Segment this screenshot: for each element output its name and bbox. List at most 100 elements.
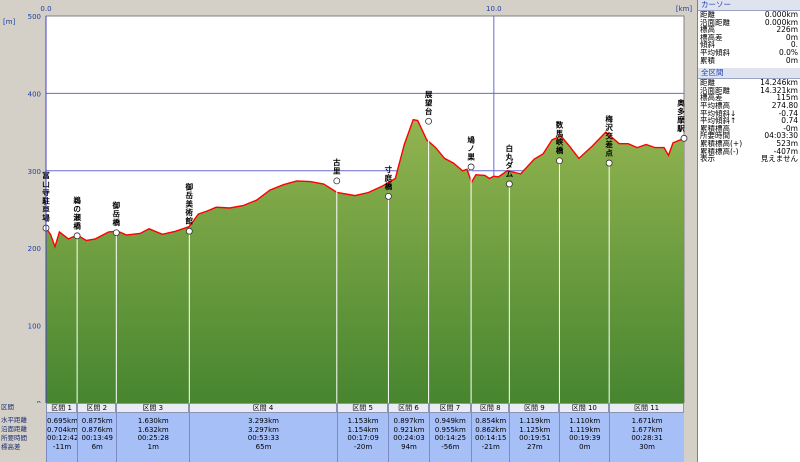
segment-header[interactable]: 区間 7 bbox=[428, 403, 472, 413]
waypoint-label-char: 橋 bbox=[73, 220, 81, 230]
segment-time: 00:14:25 bbox=[434, 434, 467, 443]
segment-time: 00:13:49 bbox=[81, 434, 113, 443]
total-info-value: 523m bbox=[776, 138, 798, 148]
segment-diff: 1m bbox=[147, 442, 159, 451]
segment-stats: 0.875km 0.876km 00:13:49 6m bbox=[77, 413, 117, 462]
segment-diff: -21m bbox=[481, 442, 500, 451]
cursor-info-value: 0. bbox=[790, 40, 798, 50]
waypoint-marker[interactable]: 寸庭橋 bbox=[385, 164, 393, 200]
row-label-horizontal-distance: 水平距離 bbox=[1, 416, 27, 424]
total-info-value: 14.321km bbox=[760, 85, 798, 95]
waypoint-marker[interactable]: 鳩ノ巣 bbox=[466, 134, 475, 171]
segment-surface: 0.955km bbox=[434, 425, 466, 434]
x-unit-label: [km] bbox=[676, 5, 693, 13]
segment-header[interactable]: 区間 6 bbox=[388, 403, 429, 413]
segment-header[interactable]: 区間 4 bbox=[189, 403, 337, 413]
segment-header[interactable]: 区間 10 bbox=[559, 403, 610, 413]
segment-header[interactable]: 区間 1 bbox=[46, 403, 78, 413]
total-info-value: 14.246km bbox=[760, 78, 798, 88]
waypoint-label-char: 鳩 bbox=[467, 134, 475, 144]
waypoint-label-char: 橋 bbox=[556, 145, 564, 155]
segment-stats: 1.153km 1.154km 00:17:09 -20m bbox=[336, 413, 389, 462]
cursor-info-value: 0m bbox=[785, 32, 798, 42]
cursor-info-value: 0.000km bbox=[764, 17, 798, 27]
segment-stats: 0.854km 0.862km 00:14:15 -21m bbox=[471, 413, 510, 462]
segment-table: 区間 水平距離 沿面距離 所要時間 標高差 区間 1 0.695km 0.704km… bbox=[0, 403, 697, 462]
segment-header[interactable]: 区間 11 bbox=[609, 403, 684, 413]
segment-diff: -11m bbox=[52, 442, 72, 451]
total-info-value: 115m bbox=[776, 93, 798, 103]
segment-header[interactable]: 区間 5 bbox=[336, 403, 389, 413]
waypoint-label-char: 馬 bbox=[556, 129, 564, 138]
waypoint-label-char: 沢 bbox=[605, 122, 613, 132]
info-panel: カーソー 距離 0.000km 沿面距離 0.000km 標高 226m 標高差 0m 傾斜 0.… bbox=[697, 0, 800, 462]
segment-surface: 0.921km bbox=[393, 425, 425, 434]
segment-stats: 0.897km 0.921km 00:24:03 94m bbox=[388, 413, 429, 462]
elevation-chart: 富山寺駐車場鵜の瀬橋御岳橋御岳美術館古里寸庭橋展望台鳩ノ巣白丸ダム数馬峡橋梅沢交… bbox=[3, 5, 693, 403]
segment-header[interactable]: 区間 8 bbox=[471, 403, 510, 413]
total-info-label: 標高差 bbox=[700, 94, 723, 102]
row-label-surface-distance: 沿面距離 bbox=[1, 425, 27, 433]
segment-diff: 6m bbox=[91, 442, 103, 451]
cursor-info-row: 距離 0.000km bbox=[698, 11, 800, 19]
total-info-row: 距離 14.246km bbox=[698, 79, 800, 87]
segment-surface: 0.876km bbox=[81, 425, 113, 434]
segment-time: 00:53:33 bbox=[247, 434, 280, 443]
segment-surface: 0.704km bbox=[47, 425, 78, 434]
elevation-line bbox=[45, 118, 685, 249]
total-info-value: 04:03:30 bbox=[764, 131, 798, 141]
waypoint-marker[interactable]: 展望台 bbox=[424, 90, 433, 125]
total-info-value: 見えません bbox=[760, 154, 798, 164]
cursor-info-row: 沿面距離 0.000km bbox=[698, 17, 800, 27]
total-info-row: 平均傾斜↑ 0.74 bbox=[698, 117, 800, 125]
segment-stats: 0.949km 0.955km 00:14:25 -56m bbox=[428, 413, 472, 462]
waypoint-label-char: 岳 bbox=[113, 209, 121, 219]
cursor-info-row: 標高差 0m bbox=[698, 34, 800, 42]
waypoint-label-char: 点 bbox=[605, 148, 613, 158]
waypoint-label-char: 差 bbox=[604, 139, 613, 149]
waypoint-label-char: 峡 bbox=[556, 137, 564, 147]
y-tick-label: 400 bbox=[28, 90, 41, 98]
cursor-info-row: 標高 226m bbox=[698, 26, 800, 34]
segment-time: 00:19:51 bbox=[519, 434, 551, 443]
waypoint-marker[interactable]: 御岳橋 bbox=[112, 200, 121, 237]
total-info-row: 沿面距離 14.321km bbox=[698, 87, 800, 95]
total-info-value: -407m bbox=[773, 146, 798, 156]
waypoint-label-char: 寸 bbox=[385, 164, 393, 174]
total-info-label: 所要時間 bbox=[700, 132, 730, 140]
segment-header[interactable]: 区間 2 bbox=[77, 403, 117, 413]
segment-time: 00:17:09 bbox=[347, 434, 379, 443]
segment-stats: 1.671km 1.677km 00:28:31 30m bbox=[609, 413, 684, 462]
waypoint-marker[interactable]: 古里 bbox=[333, 157, 341, 185]
segment-horiz: 1.119km bbox=[519, 417, 551, 425]
waypoint-label-char: 庭 bbox=[385, 172, 393, 182]
waypoint-label-char: 奥 bbox=[676, 97, 685, 107]
waypoint-label-char: 鵜 bbox=[72, 195, 81, 205]
segment-horiz: 0.897km bbox=[393, 417, 425, 425]
cursor-info-value: 0.0% bbox=[778, 47, 798, 57]
waypoint-label-char: 館 bbox=[185, 216, 194, 226]
segment-surface: 3.297km bbox=[248, 425, 279, 434]
total-info-value: -0m bbox=[783, 123, 798, 133]
total-info-row: 所要時間 04:03:30 bbox=[698, 132, 800, 140]
x-tick-label: 0.0 bbox=[40, 5, 51, 13]
segment-time: 00:12:42 bbox=[47, 434, 79, 443]
segment-diff: -56m bbox=[441, 442, 460, 451]
waypoint-label-char: 橋 bbox=[113, 217, 121, 227]
segment-header[interactable]: 区間 9 bbox=[509, 403, 560, 413]
total-info-value: 0.74 bbox=[781, 116, 798, 126]
segment-header[interactable]: 区間 3 bbox=[116, 403, 190, 413]
segment-surface: 1.632km bbox=[137, 425, 169, 434]
cursor-info-list: 距離 0.000km 沿面距離 0.000km 標高 226m 標高差 0m 傾斜 0. 平均傾斜 0… bbox=[698, 11, 800, 64]
waypoint-label-char: 古 bbox=[333, 157, 341, 167]
waypoint-circle bbox=[112, 229, 120, 237]
waypoint-label-char: 岳 bbox=[186, 190, 194, 200]
segment-stats: 3.293km 3.297km 00:53:33 65m bbox=[189, 413, 337, 462]
segment-surface: 1.154km bbox=[347, 425, 379, 434]
